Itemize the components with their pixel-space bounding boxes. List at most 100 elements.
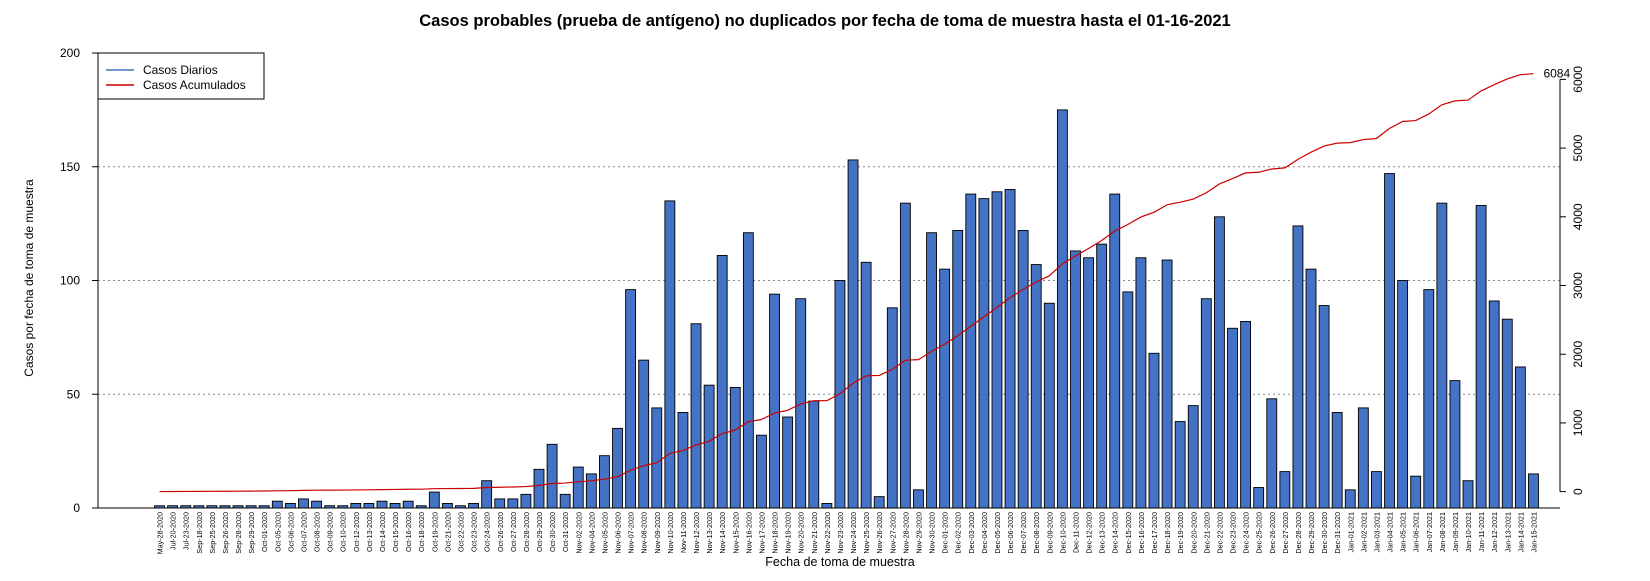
bar (1004, 189, 1016, 509)
bar (494, 498, 506, 509)
x-tick-label: Nov-22-2020 (823, 512, 832, 554)
bar (690, 323, 702, 509)
x-tick-label: Dec-08-2020 (1032, 512, 1041, 554)
bar (585, 473, 597, 509)
x-tick-label: Dec-04-2020 (980, 512, 989, 554)
bar (1174, 421, 1186, 509)
x-tick-label: Nov-17-2020 (757, 512, 766, 554)
bar (1043, 302, 1055, 509)
bar (1056, 109, 1068, 509)
bar (572, 466, 584, 509)
bar (847, 159, 859, 509)
x-tick-label: Nov-21-2020 (810, 512, 819, 554)
x-tick-label: Nov-23-2020 (836, 512, 845, 554)
y2-tick-label: 6000 (1571, 66, 1585, 93)
bar (965, 193, 977, 509)
bar (1161, 259, 1173, 509)
x-tick-label: Nov-06-2020 (614, 512, 623, 554)
x-tick-label: Oct-21-2020 (443, 512, 452, 552)
bar (612, 427, 623, 509)
legend-label: Casos Diarios (143, 63, 218, 77)
bar (873, 496, 885, 509)
bar (1423, 289, 1435, 509)
x-tick-label: Nov-29-2020 (914, 512, 923, 554)
x-axis-label: Fecha de toma de muestra (765, 555, 914, 569)
x-tick-label: Jul-23-2020 (182, 512, 191, 550)
x-tick-label: Oct-18-2020 (417, 512, 426, 552)
x-tick-label: Jan-13-2021 (1503, 512, 1512, 552)
x-tick-label: Dec-30-2020 (1320, 512, 1329, 554)
bar (1148, 352, 1160, 509)
bar (899, 202, 911, 509)
x-tick-label: Nov-05-2020 (600, 512, 609, 554)
x-tick-label: Nov-28-2020 (901, 512, 910, 554)
x-tick-label: Oct-29-2020 (535, 512, 544, 552)
x-tick-label: Nov-10-2020 (666, 512, 675, 554)
bar (886, 307, 898, 509)
x-tick-label: Oct-24-2020 (483, 512, 492, 552)
bar (1240, 321, 1252, 509)
bar (1109, 193, 1121, 509)
x-tick-label: Oct-12-2020 (352, 512, 361, 552)
bar (821, 503, 833, 509)
y-tick-label: 0 (73, 501, 80, 515)
x-tick-label: Jan-02-2021 (1359, 512, 1368, 552)
bar (1213, 216, 1225, 509)
bar (638, 359, 650, 509)
bar (1253, 487, 1265, 509)
y2-tick-label: 3000 (1571, 272, 1585, 299)
x-tick-label: Dec-31-2020 (1333, 512, 1342, 554)
bar (1135, 257, 1147, 509)
x-tick-label: Nov-26-2020 (875, 512, 884, 554)
x-tick-label: Dec-26-2020 (1268, 512, 1277, 554)
bar (1266, 398, 1278, 509)
y2-tick-label: 2000 (1571, 341, 1585, 368)
x-tick-label: Nov-25-2020 (862, 512, 871, 554)
bar (1096, 243, 1108, 509)
x-tick-label: Dec-07-2020 (1019, 512, 1028, 554)
bar (978, 198, 990, 509)
x-tick-label: Nov-19-2020 (784, 512, 793, 554)
bar (376, 500, 388, 509)
x-tick-label: Dec-09-2020 (1045, 512, 1054, 554)
bar (1410, 475, 1422, 509)
bar (599, 455, 610, 509)
x-tick-label: Nov-14-2020 (718, 512, 727, 554)
bar (625, 289, 637, 509)
x-tick-label: Nov-18-2020 (771, 512, 780, 554)
bar (1384, 173, 1395, 509)
bar (1488, 300, 1500, 509)
cumulative-line: 6084 (159, 67, 1570, 493)
y-tick-label: 100 (60, 274, 80, 288)
y-axis-label: Casos por fecha de toma de muestra (22, 179, 36, 377)
bar (1070, 250, 1081, 509)
x-tick-label: Nov-08-2020 (640, 512, 649, 554)
bar (1475, 204, 1487, 509)
gridlines (98, 166, 1560, 395)
x-tick-label: Nov-13-2020 (705, 512, 714, 554)
x-tick-label: Dec-06-2020 (1006, 512, 1015, 554)
x-tick-label: Jan-10-2021 (1464, 512, 1473, 552)
bar (389, 503, 401, 509)
x-tick-label: Jul-20-2020 (169, 512, 178, 550)
y2-tick-label: 4000 (1571, 203, 1585, 230)
x-tick-label: Nov-30-2020 (928, 512, 937, 554)
bar (782, 416, 794, 509)
x-tick-label: Dec-22-2020 (1215, 512, 1224, 554)
x-tick-label: Nov-15-2020 (731, 512, 740, 554)
chart-title: Casos probables (prueba de antígeno) no … (419, 12, 1231, 30)
x-tick-label: Oct-14-2020 (378, 512, 387, 552)
bar (1514, 366, 1526, 509)
x-tick-label: Jan-09-2021 (1451, 512, 1460, 552)
x-tick-label: Oct-26-2020 (496, 512, 505, 552)
x-tick-label: Jan-12-2021 (1490, 512, 1499, 552)
x-tick-label: Dec-18-2020 (1163, 512, 1172, 554)
bar (363, 503, 375, 509)
bar (546, 443, 558, 509)
x-tick-label: Jan-06-2021 (1412, 512, 1421, 552)
x-tick-label: Dec-24-2020 (1242, 512, 1251, 554)
bar (1436, 202, 1448, 509)
